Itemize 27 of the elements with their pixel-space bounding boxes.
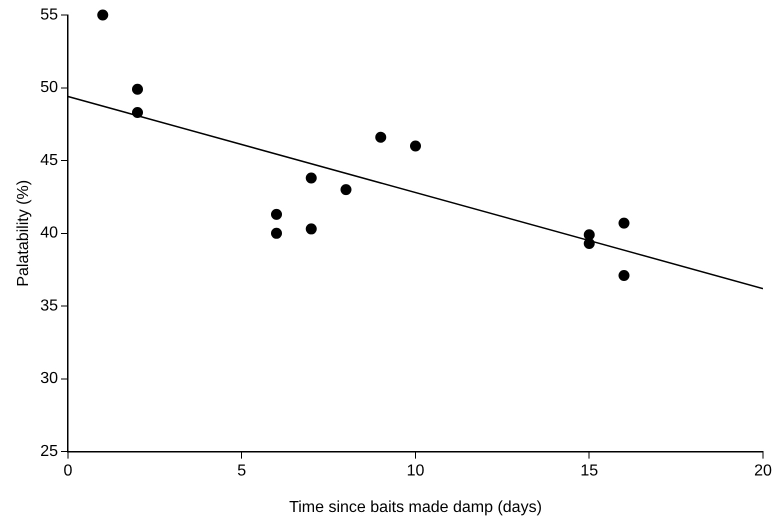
- y-axis-title: Palatability (%): [15, 180, 32, 287]
- x-tick-label: 15: [580, 462, 598, 480]
- point: [271, 228, 282, 239]
- point: [306, 172, 317, 184]
- point: [132, 84, 143, 95]
- y-tick-label: 40: [40, 224, 58, 242]
- x-tick-label: 0: [64, 462, 73, 480]
- point: [410, 140, 421, 152]
- y-tick-label: 50: [40, 79, 58, 96]
- point: [375, 132, 386, 143]
- point: [618, 270, 630, 282]
- y-tick-label: 35: [40, 297, 58, 314]
- x-axis-title: Time since baits made damp (days): [289, 498, 542, 516]
- point: [306, 223, 317, 234]
- x-tick-label: 10: [406, 462, 424, 480]
- point: [97, 10, 108, 20]
- point: [584, 238, 595, 249]
- y-tick-label: 25: [40, 443, 58, 460]
- y-tick-label: 55: [40, 6, 58, 24]
- y-tick-label: 30: [40, 370, 58, 388]
- y-tick-label: 45: [40, 152, 58, 169]
- point: [271, 208, 282, 220]
- point: [618, 218, 630, 229]
- point: [340, 184, 352, 196]
- x-tick-label: 20: [754, 462, 772, 480]
- point: [132, 107, 143, 118]
- x-tick-label: 5: [237, 462, 246, 480]
